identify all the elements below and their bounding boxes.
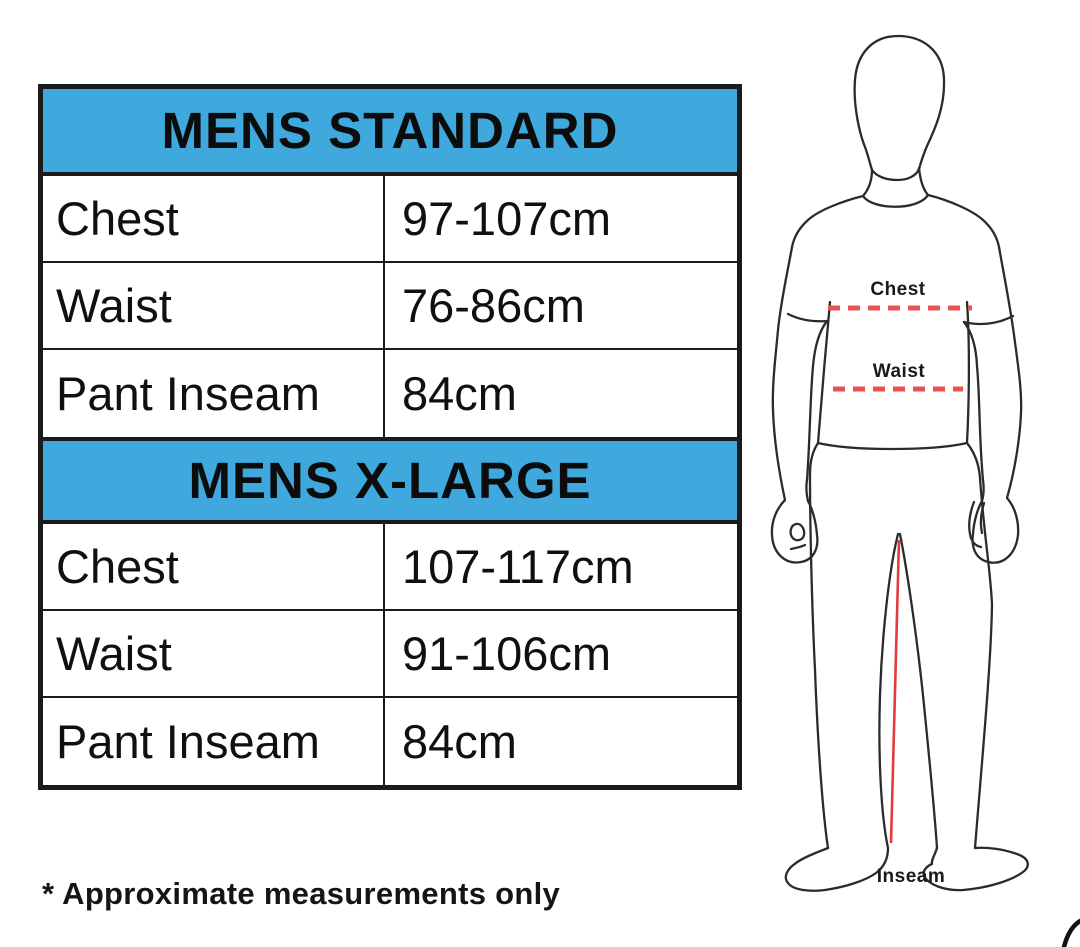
waist-measurement-label: Waist bbox=[873, 361, 926, 382]
figure-left-thumb-detail bbox=[789, 522, 806, 542]
measurement-value: 107-117cm bbox=[402, 540, 634, 593]
table-row: Chest 97-107cm bbox=[43, 176, 737, 263]
measurement-value: 84cm bbox=[402, 367, 517, 420]
figure-left-shoe-outline bbox=[784, 846, 890, 892]
male-figure-diagram: Chest Waist Inseam bbox=[770, 34, 1080, 947]
measurement-value: 97-107cm bbox=[402, 192, 611, 245]
figure-right-leg-outer bbox=[965, 441, 994, 850]
measurement-value: 76-86cm bbox=[402, 279, 585, 332]
figure-shirt-hem bbox=[816, 441, 969, 451]
figure-left-leg-outer bbox=[808, 441, 830, 850]
measurement-label: Pant Inseam bbox=[43, 350, 385, 437]
figure-right-finger-detail bbox=[979, 501, 986, 535]
table-row: Waist 76-86cm bbox=[43, 263, 737, 350]
approximate-measurements-footnote: * Approximate measurements only bbox=[42, 876, 561, 911]
figure-right-torso-outline bbox=[965, 300, 971, 445]
measurement-value: 84cm bbox=[402, 715, 517, 768]
table-row: Pant Inseam 84cm bbox=[43, 350, 737, 437]
figure-right-sleeve-hem bbox=[962, 314, 1015, 326]
measurement-label: Chest bbox=[43, 524, 385, 609]
section-header-mens-standard: MENS STANDARD bbox=[43, 89, 737, 176]
measurement-label: Waist bbox=[43, 263, 385, 348]
figure-left-hand-detail bbox=[789, 543, 807, 551]
inseam-measurement-line bbox=[889, 539, 901, 844]
figure-neck-outline bbox=[917, 166, 930, 197]
figure-head-outline bbox=[853, 34, 946, 182]
table-row: Pant Inseam 84cm bbox=[43, 698, 737, 785]
figure-left-sleeve-hem bbox=[786, 312, 829, 323]
chest-measurement-label: Chest bbox=[870, 279, 925, 300]
table-row: Chest 107-117cm bbox=[43, 524, 737, 611]
measurement-label: Chest bbox=[43, 176, 385, 261]
figure-right-arm-outline bbox=[926, 193, 1023, 564]
figure-neck-outline bbox=[861, 168, 874, 198]
figure-left-torso-outline bbox=[816, 300, 832, 445]
measurement-label: Waist bbox=[43, 611, 385, 696]
measurement-value: 91-106cm bbox=[402, 627, 611, 680]
figure-left-leg-inner bbox=[878, 532, 900, 850]
figure-right-shoe-outline bbox=[922, 846, 1029, 892]
inseam-measurement-label: Inseam bbox=[877, 866, 945, 887]
figure-right-leg-inner bbox=[898, 532, 939, 850]
corner-crop-mark bbox=[1061, 918, 1080, 947]
section-header-mens-x-large: MENS X-LARGE bbox=[43, 437, 737, 524]
table-row: Waist 91-106cm bbox=[43, 611, 737, 698]
size-chart-table: MENS STANDARD Chest 97-107cm Waist 76-86… bbox=[38, 84, 742, 790]
measurement-label: Pant Inseam bbox=[43, 698, 385, 785]
figure-left-arm-outline bbox=[770, 194, 865, 564]
figure-right-finger-detail bbox=[968, 500, 983, 549]
figure-collar-outline bbox=[861, 193, 930, 208]
